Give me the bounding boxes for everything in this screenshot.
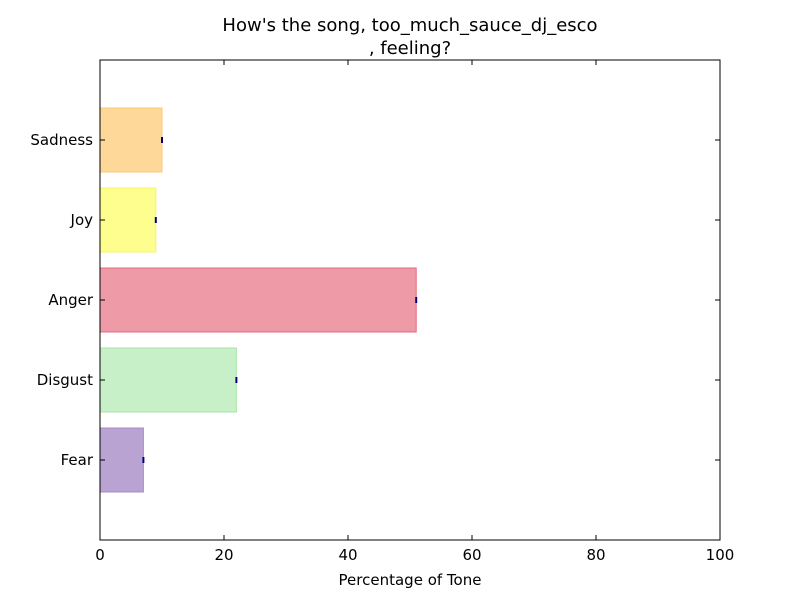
ticks-layer: Fear Disgust Anger Joy Sadness 0 20 40 60 80 100 (30, 60, 734, 564)
bar-joy (99, 187, 157, 253)
x-tick-label-0: 0 (95, 546, 105, 564)
y-tick-label-anger: Anger (48, 291, 94, 309)
y-tick-label-sadness: Sadness (30, 131, 93, 149)
y-tick-label-joy: Joy (70, 211, 94, 229)
y-tick-label-disgust: Disgust (37, 371, 93, 389)
x-tick-label-60: 60 (462, 546, 481, 564)
chart-title-line-2: , feeling? (369, 38, 451, 59)
bar-anger (99, 267, 417, 333)
bar-disgust (99, 347, 237, 413)
x-tick-label-80: 80 (586, 546, 605, 564)
bar-sadness (99, 107, 163, 173)
x-axis-label: Percentage of Tone (339, 571, 482, 589)
bar-fear (99, 427, 144, 493)
bars-layer (99, 107, 418, 493)
y-tick-label-fear: Fear (61, 451, 94, 469)
x-tick-label-40: 40 (338, 546, 357, 564)
x-tick-label-20: 20 (214, 546, 233, 564)
x-tick-label-100: 100 (706, 546, 735, 564)
chart-title-line-1: How's the song, too_much_sauce_dj_esco (222, 15, 597, 36)
